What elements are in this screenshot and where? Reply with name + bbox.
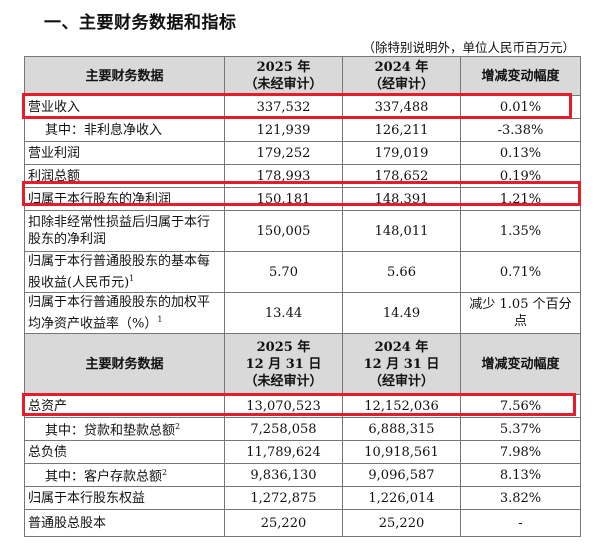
- financial-table: 主要财务数据 2025 年（未经审计） 2024 年（经审计） 增减变动幅度 营…: [24, 56, 581, 537]
- row-label: 其中：客户存款总额2: [24, 463, 225, 487]
- row-label: 营业利润: [24, 141, 225, 165]
- header-label: 主要财务数据: [24, 333, 225, 395]
- value-2024: 14.49: [342, 292, 461, 334]
- footnote-marker: 2: [162, 468, 168, 478]
- table-row: 总负债 11,789,624 10,918,561 7.98%: [24, 440, 581, 464]
- change-value: 1.35%: [460, 210, 581, 252]
- value-2025: 25,220: [224, 509, 343, 537]
- value-2025: 179,252: [224, 141, 343, 165]
- row-label: 普通股总股本: [24, 509, 225, 537]
- table-row: 普通股总股本 25,220 25,220 -: [24, 509, 581, 537]
- table-row: 其中：非利息净收入 121,939 126,211 -3.38%: [24, 118, 581, 142]
- row-label: 其中：非利息净收入: [24, 118, 225, 142]
- unit-note: （除特别说明外，单位人民币百万元）: [362, 40, 575, 55]
- value-2024: 10,918,561: [342, 440, 461, 464]
- row-label: 归属于本行股东权益: [24, 486, 225, 510]
- value-2024: 337,488: [342, 95, 461, 119]
- value-2025: 5.70: [224, 251, 343, 293]
- value-2024: 178,652: [342, 164, 461, 188]
- row-label: 归属于本行股东的净利润: [24, 187, 225, 211]
- table-row: 归属于本行股东的净利润 150,181 148,391 1.21%: [24, 187, 581, 211]
- change-value: -3.38%: [460, 118, 581, 142]
- value-2025: 13.44: [224, 292, 343, 334]
- change-value: 7.98%: [460, 440, 581, 464]
- table-row: 总资产 13,070,523 12,152,036 7.56%: [24, 394, 581, 418]
- value-2024: 148,011: [342, 210, 461, 252]
- value-2024: 148,391: [342, 187, 461, 211]
- row-label: 总资产: [24, 394, 225, 418]
- value-2025: 121,939: [224, 118, 343, 142]
- change-value: 0.01%: [460, 95, 581, 119]
- row-label: 归属于本行普通股股东的加权平均净资产收益率（%）1: [24, 292, 225, 334]
- table-row: 归属于本行股东权益 1,272,875 1,226,014 3.82%: [24, 486, 581, 510]
- row-label: 归属于本行普通股股东的基本每股收益(人民币元)1: [24, 251, 225, 293]
- table-header-row: 主要财务数据 2025 年（未经审计） 2024 年（经审计） 增减变动幅度: [24, 56, 581, 96]
- table-row: 扣除非经常性损益后归属于本行股东的净利润 150,005 148,011 1.3…: [24, 210, 581, 252]
- value-2025: 150,181: [224, 187, 343, 211]
- change-value: 0.19%: [460, 164, 581, 188]
- change-value: 3.82%: [460, 486, 581, 510]
- value-2024: 9,096,587: [342, 463, 461, 487]
- table-row: 利润总额 178,993 178,652 0.19%: [24, 164, 581, 188]
- change-value: 0.13%: [460, 141, 581, 165]
- value-2024: 5.66: [342, 251, 461, 293]
- row-label: 其中：贷款和垫款总额2: [24, 417, 225, 441]
- value-2024: 179,019: [342, 141, 461, 165]
- header-label: 主要财务数据: [24, 56, 225, 96]
- table-row: 归属于本行普通股股东的加权平均净资产收益率（%）1 13.44 14.49 减少…: [24, 292, 581, 334]
- header-2025: 2025 年（未经审计）: [224, 56, 343, 96]
- table-row: 营业利润 179,252 179,019 0.13%: [24, 141, 581, 165]
- header-2024: 2024 年 12 月 31 日（经审计）: [342, 333, 461, 395]
- value-2024: 6,888,315: [342, 417, 461, 441]
- footnote-marker: 2: [175, 422, 181, 432]
- value-2025: 7,258,058: [224, 417, 343, 441]
- value-2024: 12,152,036: [342, 394, 461, 418]
- value-2025: 1,272,875: [224, 486, 343, 510]
- header-change: 增减变动幅度: [460, 333, 581, 395]
- table-row: 营业收入 337,532 337,488 0.01%: [24, 95, 581, 119]
- row-label: 营业收入: [24, 95, 225, 119]
- footnote-marker: 1: [129, 273, 135, 283]
- value-2025: 13,070,523: [224, 394, 343, 418]
- change-value: 0.71%: [460, 251, 581, 293]
- change-value: 7.56%: [460, 394, 581, 418]
- value-2024: 126,211: [342, 118, 461, 142]
- change-value: -: [460, 509, 581, 537]
- value-2024: 25,220: [342, 509, 461, 537]
- footnote-marker: 1: [157, 314, 163, 324]
- row-label: 总负债: [24, 440, 225, 464]
- header-2024: 2024 年（经审计）: [342, 56, 461, 96]
- change-value: 减少 1.05 个百分点: [460, 292, 581, 334]
- change-value: 8.13%: [460, 463, 581, 487]
- section-title: 一、主要财务数据和指标: [44, 13, 237, 33]
- header-2025: 2025 年 12 月 31 日（未经审计）: [224, 333, 343, 395]
- table-row: 其中：贷款和垫款总额2 7,258,058 6,888,315 5.37%: [24, 417, 581, 441]
- header-change: 增减变动幅度: [460, 56, 581, 96]
- change-value: 1.21%: [460, 187, 581, 211]
- value-2025: 178,993: [224, 164, 343, 188]
- value-2025: 11,789,624: [224, 440, 343, 464]
- value-2025: 337,532: [224, 95, 343, 119]
- row-label: 扣除非经常性损益后归属于本行股东的净利润: [24, 210, 225, 252]
- value-2025: 150,005: [224, 210, 343, 252]
- row-label: 利润总额: [24, 164, 225, 188]
- table-row: 其中：客户存款总额2 9,836,130 9,096,587 8.13%: [24, 463, 581, 487]
- value-2024: 1,226,014: [342, 486, 461, 510]
- value-2025: 9,836,130: [224, 463, 343, 487]
- table-header-row: 主要财务数据 2025 年 12 月 31 日（未经审计） 2024 年 12 月 …: [24, 333, 581, 395]
- change-value: 5.37%: [460, 417, 581, 441]
- table-row: 归属于本行普通股股东的基本每股收益(人民币元)1 5.70 5.66 0.71%: [24, 251, 581, 293]
